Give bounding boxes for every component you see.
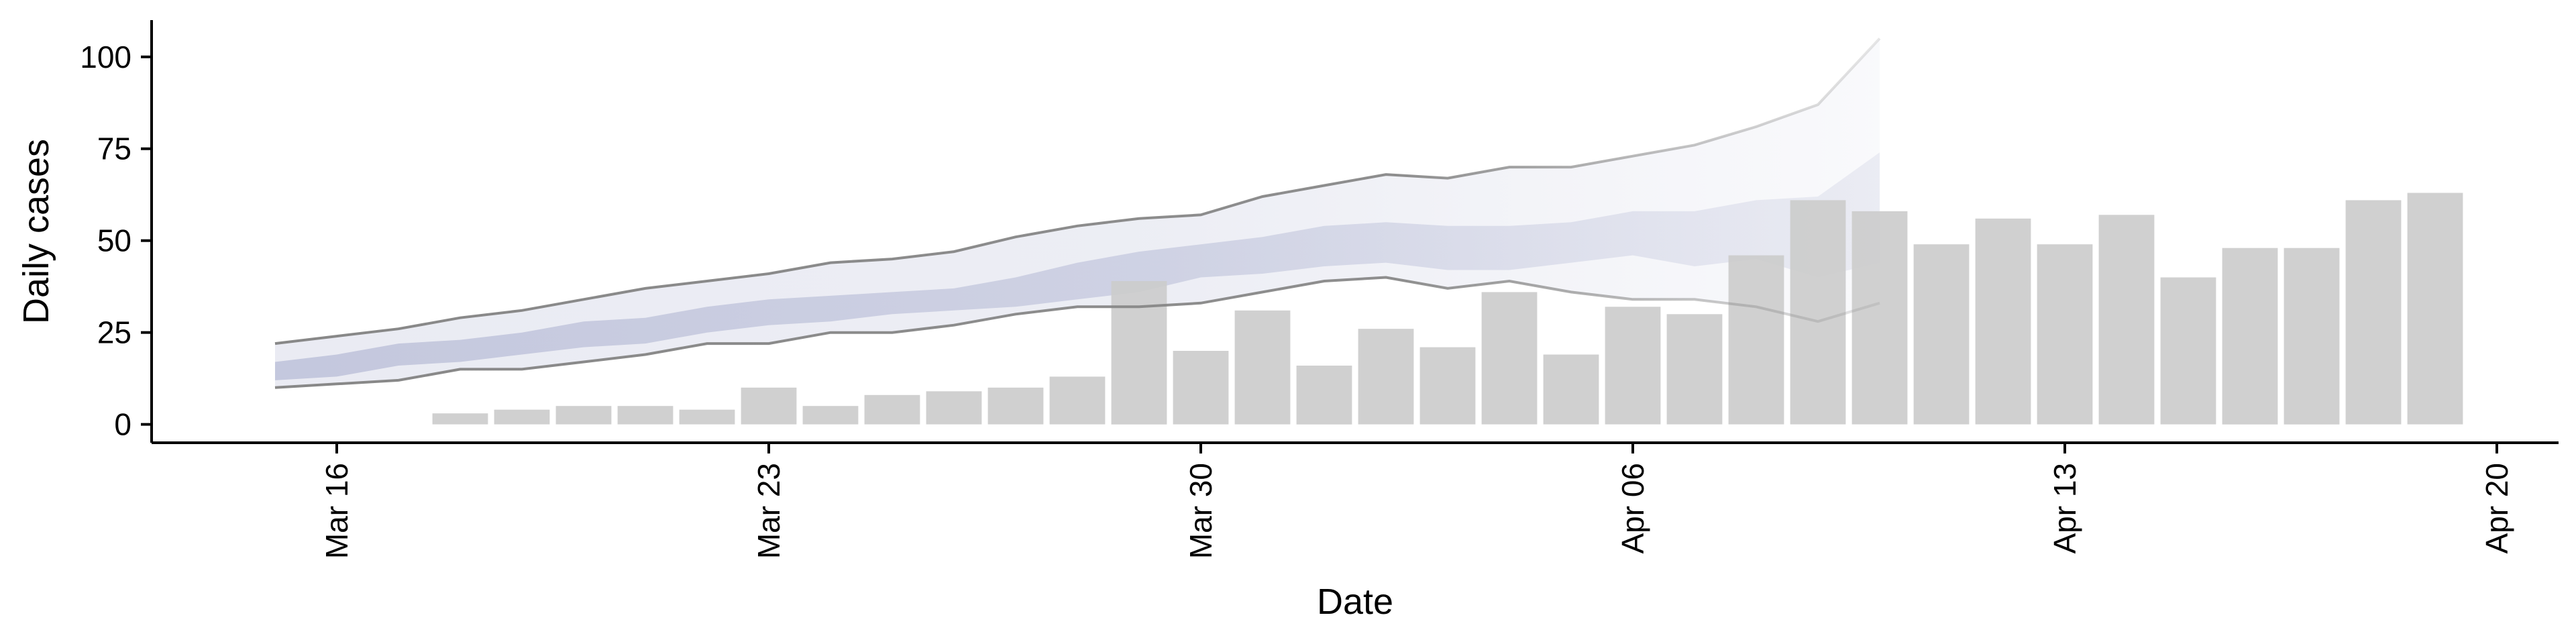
bar-2020-03-18 [432, 413, 488, 425]
bar-2020-04-12 [1975, 218, 2031, 425]
y-tick-label-50: 50 [97, 223, 131, 258]
bar-2020-04-18 [2345, 200, 2402, 425]
y-axis-title: Daily cases [16, 139, 56, 324]
y-tick-label-25: 25 [97, 315, 131, 350]
x-tick-label-4: Apr 13 [2047, 463, 2082, 554]
x-tick-label-0: Mar 16 [319, 463, 354, 559]
bar-2020-03-30 [1173, 351, 1229, 425]
axes [150, 20, 2559, 444]
bar-2020-04-15 [2160, 277, 2216, 425]
bar-2020-04-14 [2098, 215, 2155, 425]
upper-90-line [274, 38, 1881, 345]
lower-90-line [274, 276, 1880, 389]
bar-2020-04-09 [1790, 200, 1846, 425]
y-tick-label-75: 75 [97, 131, 131, 166]
nowcast-interval-lines [274, 38, 1881, 389]
nowcast-bands [275, 38, 1880, 388]
bar-2020-03-24 [802, 406, 859, 425]
x-tick-label-5: Apr 20 [2479, 463, 2514, 554]
bar-2020-03-31 [1234, 310, 1291, 425]
bar-2020-03-26 [926, 391, 982, 425]
nowcast-50-band [275, 152, 1880, 380]
y-tick-label-0: 0 [114, 407, 131, 442]
bar-2020-04-06 [1605, 307, 1661, 425]
x-tick-label-1: Mar 23 [751, 463, 786, 559]
bar-2020-04-16 [2222, 248, 2278, 425]
bar-2020-04-08 [1728, 255, 1784, 425]
bar-2020-04-17 [2284, 248, 2340, 425]
bar-2020-04-19 [2407, 193, 2463, 425]
bar-2020-04-10 [1851, 211, 1908, 425]
observed-bars [432, 193, 2463, 425]
bar-2020-04-07 [1666, 314, 1723, 425]
bar-2020-03-19 [494, 409, 550, 425]
bar-2020-04-05 [1543, 354, 1599, 425]
y-ticks: 0 25 50 75 100 [80, 40, 152, 442]
bar-2020-04-01 [1296, 366, 1352, 425]
bar-2020-04-13 [2037, 244, 2093, 425]
bar-2020-03-23 [741, 387, 797, 425]
y-tick-label-100: 100 [80, 40, 131, 74]
bar-2020-04-02 [1358, 329, 1414, 425]
bar-2020-04-03 [1419, 347, 1476, 425]
nowcast-90-band [275, 38, 1880, 388]
bar-2020-03-22 [679, 409, 735, 425]
bar-2020-03-28 [1049, 376, 1106, 425]
x-tick-label-2: Mar 30 [1183, 463, 1218, 559]
x-axis-title: Date [1317, 582, 1393, 622]
bar-2020-03-27 [987, 387, 1044, 425]
bar-2020-03-21 [617, 406, 674, 425]
bar-2020-04-04 [1481, 292, 1538, 425]
bar-2020-04-11 [1913, 244, 1970, 425]
x-tick-label-3: Apr 06 [1615, 463, 1650, 554]
bar-2020-03-20 [555, 406, 612, 425]
x-ticks: Mar 16 Mar 23 Mar 30 Apr 06 Apr 13 Apr 20 [319, 443, 2514, 559]
bar-2020-03-29 [1111, 281, 1167, 425]
bar-2020-03-25 [864, 394, 920, 425]
